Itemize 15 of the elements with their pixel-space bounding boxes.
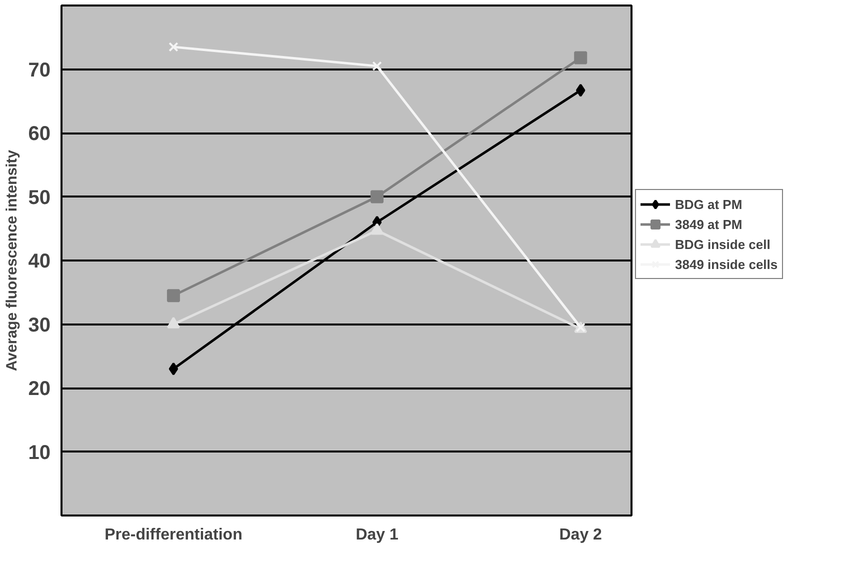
- x-tick-label: Day 1: [356, 526, 398, 544]
- y-axis-title: Average fluorescence intensity: [3, 149, 20, 372]
- legend-label: 3849 at PM: [675, 216, 742, 232]
- y-tick-label: 70: [28, 59, 51, 82]
- y-tick-label: 30: [28, 314, 51, 336]
- x-tick-label: Pre-differentiation: [104, 526, 242, 544]
- y-tick-label: 10: [28, 442, 51, 464]
- legend-label: BDG inside cell: [675, 236, 770, 252]
- y-tick-label: 60: [28, 123, 51, 145]
- legend-label: 3849 inside cells: [675, 256, 778, 272]
- legend-label: BDG at PM: [675, 196, 742, 212]
- y-tick-label: 50: [28, 186, 51, 209]
- y-tick-label: 40: [28, 250, 51, 272]
- y-tick-label: 20: [28, 378, 51, 400]
- x-tick-label: Day 2: [559, 526, 602, 544]
